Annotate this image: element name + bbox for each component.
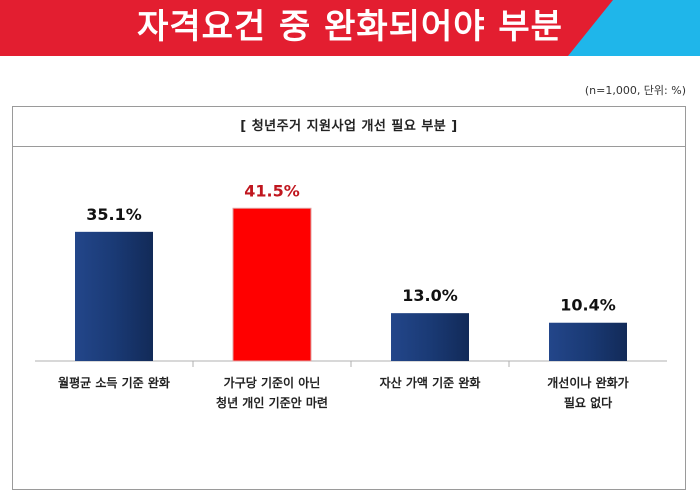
bar-2 (391, 313, 469, 361)
chart-panel: [ 청년주거 지원사업 개선 필요 부분 ] 35.1% 월평균 소득 기준 완화… (12, 106, 686, 490)
value-label-2: 13.0% (402, 286, 458, 305)
value-label-3: 10.4% (560, 296, 616, 315)
bar-1 (232, 207, 312, 362)
bar-3 (549, 322, 627, 361)
category-label-3-line-1: 필요 없다 (564, 395, 612, 410)
category-label-1-line-1: 청년 개인 기준안 마련 (216, 395, 328, 410)
chart-title: [ 청년주거 지원사업 개선 필요 부분 ] (13, 107, 685, 147)
sample-note: (n=1,000, 단위: %) (584, 84, 686, 97)
category-label-3-line-0: 개선이나 완화가 (547, 375, 628, 390)
category-label-0-line-0: 월평균 소득 기준 완화 (58, 375, 170, 390)
value-label-1: 41.5% (244, 181, 300, 200)
category-label-2-line-0: 자산 가액 기준 완화 (380, 375, 481, 390)
value-label-0: 35.1% (86, 205, 142, 224)
title-banner: 자격요건 중 완화되어야 부분 (0, 0, 700, 56)
bar-0 (75, 231, 153, 361)
page-title: 자격요건 중 완화되어야 부분 (137, 7, 563, 47)
category-label-1-line-0: 가구당 기준이 아닌 (224, 375, 321, 390)
